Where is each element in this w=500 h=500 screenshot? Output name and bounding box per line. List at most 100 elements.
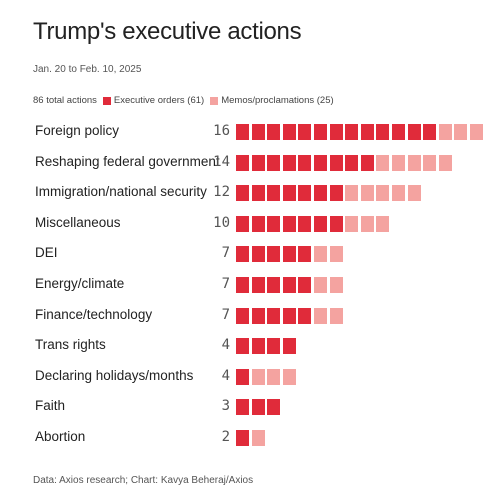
legend: 86 total actions Executive orders (61) M… bbox=[33, 95, 334, 106]
executive-order-square bbox=[251, 338, 265, 355]
executive-order-square bbox=[329, 215, 343, 232]
executive-order-square bbox=[360, 124, 374, 140]
category-total: 4 bbox=[221, 367, 230, 384]
executive-order-square bbox=[236, 430, 249, 446]
executive-order-square bbox=[329, 185, 343, 202]
legend-memos-swatch bbox=[210, 96, 219, 105]
executive-order-square bbox=[251, 246, 265, 263]
chart-title: Trump's executive actions bbox=[33, 18, 302, 45]
memo-proclamation-square bbox=[407, 154, 421, 171]
memo-proclamation-square bbox=[454, 124, 468, 140]
executive-order-square bbox=[282, 124, 296, 140]
executive-order-square bbox=[267, 246, 281, 263]
memo-proclamation-square bbox=[392, 154, 405, 171]
memo-proclamation-square bbox=[251, 368, 265, 385]
executive-order-square bbox=[314, 185, 327, 202]
category-label: Immigration/national security bbox=[35, 184, 207, 200]
memo-proclamation-square bbox=[438, 124, 452, 140]
executive-order-square bbox=[236, 399, 249, 416]
memo-proclamation-square bbox=[438, 154, 452, 171]
executive-order-square bbox=[251, 154, 265, 171]
executive-order-square bbox=[251, 277, 265, 293]
executive-order-square bbox=[360, 154, 374, 171]
executive-order-square bbox=[267, 154, 281, 171]
executive-order-square bbox=[282, 215, 296, 232]
executive-order-square bbox=[282, 246, 296, 263]
category-label: Energy/climate bbox=[35, 276, 125, 291]
category-total: 14 bbox=[213, 153, 230, 170]
executive-order-square bbox=[236, 368, 249, 385]
executive-order-square bbox=[267, 215, 281, 232]
executive-order-square bbox=[282, 185, 296, 202]
executive-order-square bbox=[329, 154, 343, 171]
executive-order-square bbox=[236, 154, 249, 171]
memo-proclamation-square bbox=[314, 307, 327, 324]
category-label: Finance/technology bbox=[35, 306, 153, 322]
category-total: 3 bbox=[221, 398, 230, 415]
memo-proclamation-square bbox=[345, 215, 359, 232]
memo-proclamation-square bbox=[314, 277, 327, 293]
chart-subtitle: Jan. 20 to Feb. 10, 2025 bbox=[33, 64, 142, 75]
executive-order-square bbox=[236, 246, 249, 263]
memo-proclamation-square bbox=[282, 368, 296, 385]
category-label: Reshaping federal government bbox=[35, 153, 220, 169]
category-label: DEI bbox=[35, 245, 58, 261]
executive-order-square bbox=[298, 215, 312, 232]
category-label: Miscellaneous bbox=[35, 214, 121, 230]
executive-order-square bbox=[314, 154, 327, 171]
executive-order-square bbox=[236, 307, 249, 324]
memo-proclamation-square bbox=[376, 185, 390, 202]
executive-order-square bbox=[282, 154, 296, 171]
legend-orders-swatch bbox=[102, 96, 111, 105]
memo-proclamation-square bbox=[360, 185, 374, 202]
executive-order-square bbox=[267, 307, 281, 324]
category-label: Trans rights bbox=[35, 337, 106, 353]
executive-order-square bbox=[345, 154, 359, 171]
category-total: 7 bbox=[221, 276, 230, 292]
executive-order-square bbox=[298, 124, 312, 140]
executive-order-square bbox=[251, 124, 265, 140]
memo-proclamation-square bbox=[376, 154, 390, 171]
legend-memos-label: Memos/proclamations (25) bbox=[221, 95, 334, 106]
memo-proclamation-square bbox=[267, 368, 281, 385]
memo-proclamation-square bbox=[329, 277, 343, 293]
category-total: 10 bbox=[213, 214, 230, 231]
category-label: Declaring holidays/months bbox=[35, 367, 194, 383]
memo-proclamation-square bbox=[423, 154, 437, 171]
category-total: 7 bbox=[221, 245, 230, 262]
executive-order-square bbox=[267, 338, 281, 355]
executive-order-square bbox=[236, 338, 249, 355]
executive-order-square bbox=[392, 124, 405, 140]
executive-order-square bbox=[251, 307, 265, 324]
category-total: 16 bbox=[213, 123, 230, 139]
category-label: Foreign policy bbox=[35, 123, 120, 138]
executive-order-square bbox=[282, 307, 296, 324]
chart-source: Data: Axios research; Chart: Kavya Beher… bbox=[33, 475, 254, 486]
memo-proclamation-square bbox=[251, 430, 265, 446]
memo-proclamation-square bbox=[314, 246, 327, 263]
executive-order-square bbox=[298, 277, 312, 293]
executive-order-square bbox=[267, 124, 281, 140]
memo-proclamation-square bbox=[470, 124, 483, 140]
executive-order-square bbox=[298, 185, 312, 202]
executive-order-square bbox=[298, 307, 312, 324]
executive-order-square bbox=[298, 246, 312, 263]
executive-order-square bbox=[282, 338, 296, 355]
category-total: 7 bbox=[221, 306, 230, 323]
executive-order-square bbox=[314, 215, 327, 232]
category-label: Faith bbox=[35, 398, 66, 414]
executive-order-square bbox=[267, 185, 281, 202]
executive-order-square bbox=[329, 124, 343, 140]
category-total: 12 bbox=[213, 184, 230, 201]
memo-proclamation-square bbox=[329, 246, 343, 263]
executive-order-square bbox=[407, 124, 421, 140]
executive-order-square bbox=[282, 277, 296, 293]
executive-order-square bbox=[423, 124, 437, 140]
executive-order-square bbox=[251, 215, 265, 232]
executive-order-square bbox=[376, 124, 390, 140]
category-total: 2 bbox=[221, 429, 230, 445]
legend-total: 86 total actions bbox=[33, 95, 97, 106]
executive-order-square bbox=[267, 277, 281, 293]
memo-proclamation-square bbox=[407, 185, 421, 202]
memo-proclamation-square bbox=[345, 185, 359, 202]
